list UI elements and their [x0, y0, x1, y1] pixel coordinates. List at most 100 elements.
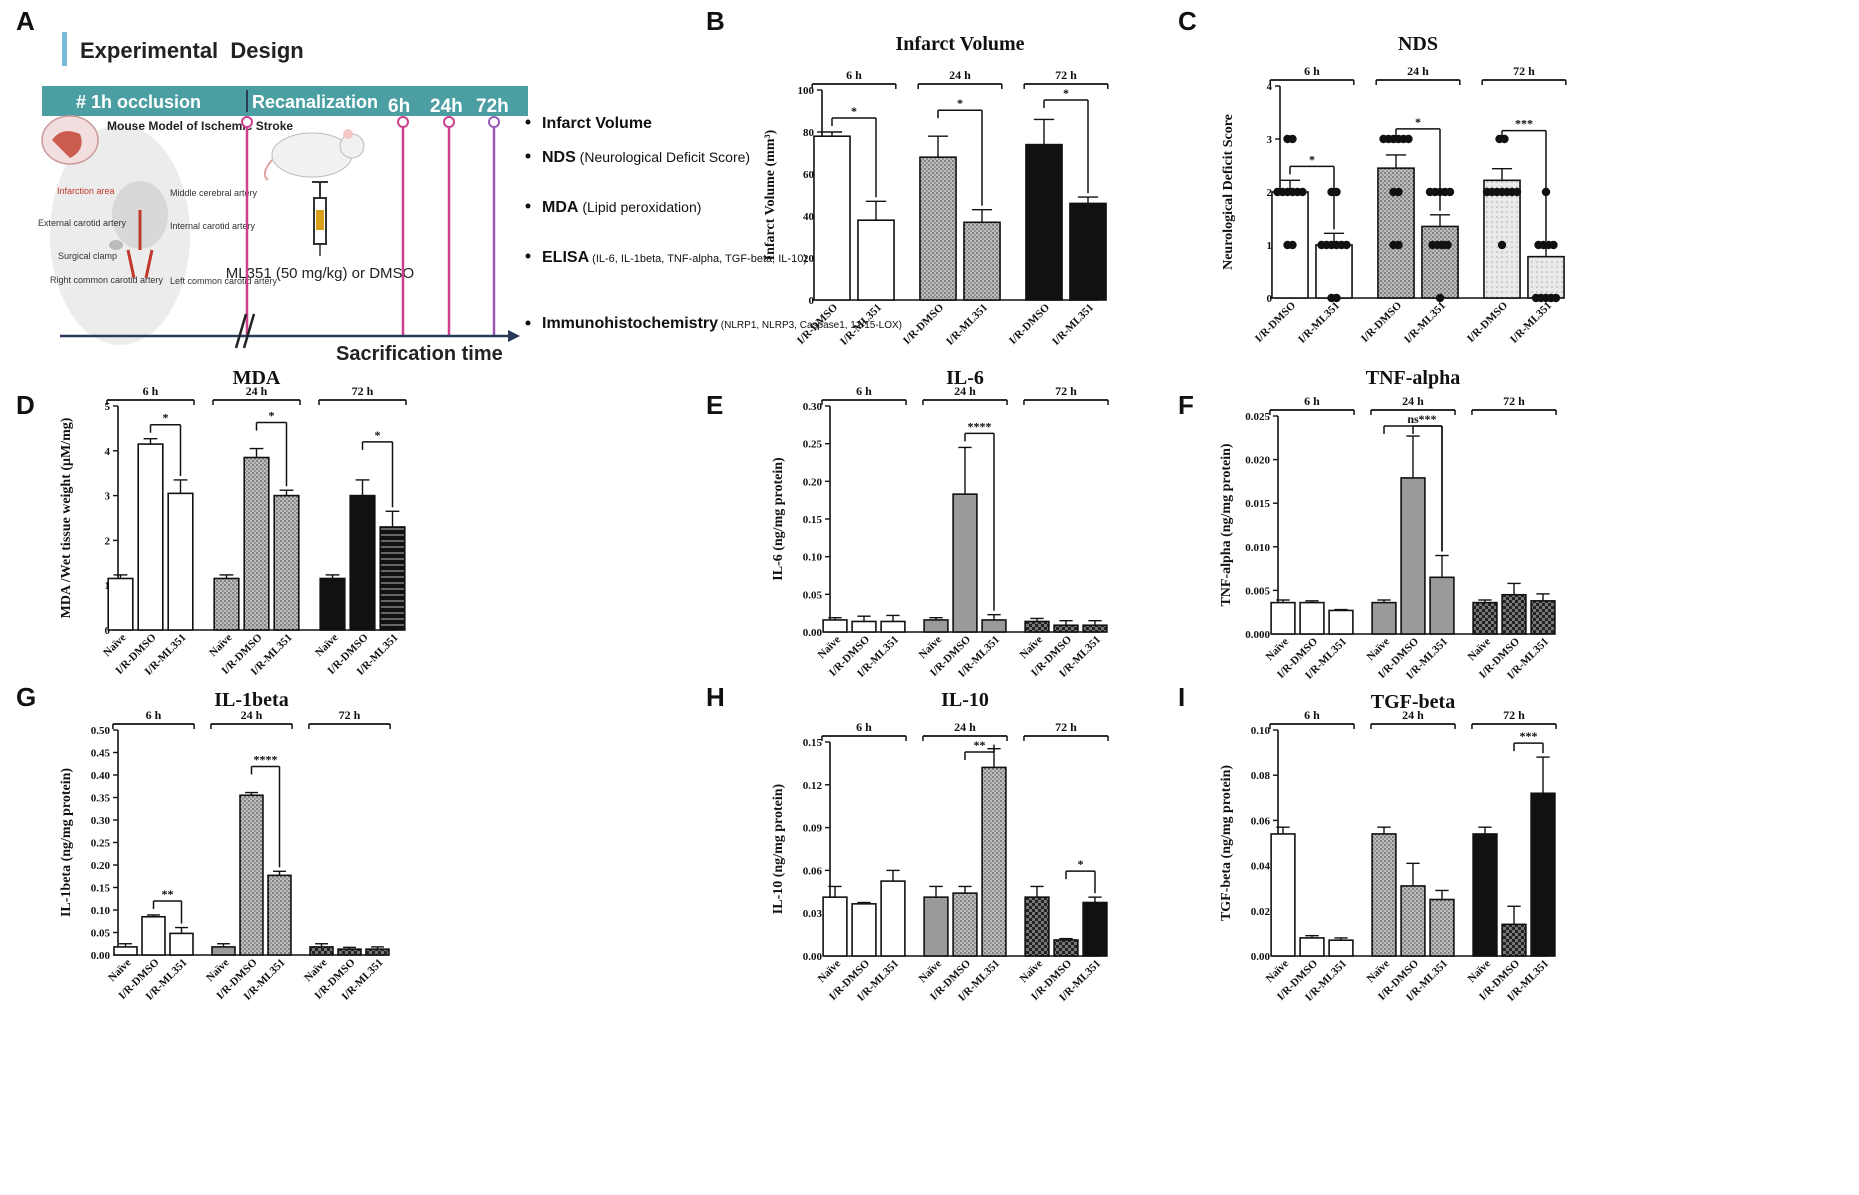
group-label: 6 h: [856, 720, 872, 734]
bar: [1328, 609, 1354, 635]
panel-letter-b: B: [706, 6, 725, 36]
y-tick-label: 0.00: [803, 627, 823, 639]
bar: [1271, 191, 1309, 299]
sig-label: *: [957, 96, 963, 110]
y-axis-label: IL-1beta (ng/mg protein): [59, 768, 74, 917]
y-tick-label: 0.025: [1245, 411, 1270, 423]
outcomes-list: Infarct Volume NDS (Neurological Deficit…: [525, 115, 902, 332]
bar: [981, 619, 1007, 633]
bar: [952, 892, 978, 957]
outcome-nds: NDS (Neurological Deficit Score): [542, 149, 750, 166]
panel-letter-i: I: [1178, 682, 1185, 712]
bar: [1025, 143, 1063, 301]
chart-title: TNF-alpha: [1366, 367, 1460, 389]
y-tick-label: 0.04: [1251, 861, 1271, 873]
sig-label: *: [851, 104, 857, 118]
y-axis-label: IL-10 (ng/mg protein): [771, 783, 786, 914]
chart-title: TGF-beta: [1371, 691, 1455, 713]
y-tick-label: 2: [105, 535, 111, 547]
panel-letter-h: H: [706, 682, 725, 712]
bar: [1429, 898, 1455, 957]
y-axis-label: MDA /Wet tissue weight (μM/mg): [59, 417, 74, 618]
group-label: 6 h: [1304, 708, 1320, 722]
y-tick-label: 0.10: [91, 905, 111, 917]
panel-letter-a: A: [16, 6, 35, 36]
bar: [952, 493, 978, 633]
y-tick-label: 0.10: [1251, 725, 1271, 737]
y-tick-label: 0.020: [1245, 455, 1270, 467]
chart-h: IL-10 0.00 0.03 0.06 0.09 0.12 0.15 IL-10 (ng/m…: [771, 689, 1109, 1004]
bar: [1472, 833, 1498, 957]
bar: [211, 946, 236, 956]
anatomy-right-common: Right common carotid artery: [50, 275, 164, 285]
data-point: [1435, 293, 1445, 303]
sig-label: ***: [1515, 117, 1533, 131]
bar: [107, 577, 134, 631]
sig-label: ***: [1419, 412, 1437, 426]
y-tick-label: 0.12: [803, 780, 823, 792]
bar: [239, 794, 264, 956]
x-tick-label: I/R-DMSO: [1007, 301, 1053, 347]
bar: [1270, 601, 1296, 635]
bar: [1400, 477, 1426, 635]
bar: [857, 219, 895, 301]
bar: [349, 494, 376, 631]
group-label: 6 h: [1304, 64, 1320, 78]
bar: [923, 896, 949, 957]
y-tick-label: 80: [803, 127, 815, 139]
panel-letter-g: G: [16, 682, 36, 712]
bar: [137, 443, 164, 631]
y-tick-label: 3: [105, 491, 111, 503]
bar: [1429, 576, 1455, 635]
bar: [1053, 939, 1079, 957]
bar: [309, 946, 334, 956]
bar: [1501, 923, 1527, 957]
drug-text: ML351 (50 mg/kg) or DMSO: [226, 265, 414, 282]
bar: [1299, 937, 1325, 957]
bar: [1069, 202, 1107, 301]
chart-b: Infarct Volume 0 20 40 60 80 100 Infarct Volume…: [763, 33, 1109, 348]
group-label: 6 h: [146, 708, 162, 722]
panel-letter-e: E: [706, 390, 723, 420]
bar: [963, 221, 1001, 301]
y-tick-label: 2: [1267, 187, 1273, 199]
y-tick-label: 1: [1267, 240, 1273, 252]
y-tick-label: 0.02: [1251, 906, 1271, 918]
group-label: 72 h: [1513, 64, 1535, 78]
y-tick-label: 0.25: [803, 439, 823, 451]
y-tick-label: 0.05: [803, 589, 823, 601]
chart-d: MDA 0 1 2 3 4 5 MDA /Wet tissue weight (μM/mg) 6…: [59, 367, 407, 678]
x-tick-label: I/R-ML351: [1508, 300, 1554, 346]
y-tick-label: 0.45: [91, 748, 111, 760]
data-point: [1394, 187, 1403, 197]
bar: [267, 874, 292, 956]
anatomy-mca: Middle cerebral artery: [170, 188, 258, 198]
occlusion-label: # 1h occlusion: [76, 92, 201, 112]
x-tick-label: I/R-DMSO: [901, 301, 947, 347]
panel-letter-f: F: [1178, 390, 1194, 420]
rat-illustration: [263, 129, 365, 181]
x-tick-label: I/R-ML351: [944, 302, 990, 348]
bar: [169, 932, 194, 956]
y-axis-label: Neurological Deficit Score: [1221, 114, 1236, 270]
y-tick-label: 0.40: [91, 770, 111, 782]
x-tick-label: I/R-DMSO: [1465, 299, 1511, 345]
mouse-model-text: Mouse Model of Ischemic Stroke: [107, 119, 293, 133]
bar: [981, 766, 1007, 957]
bar: [379, 526, 406, 631]
y-tick-label: 0.00: [803, 951, 823, 963]
data-point: [1551, 293, 1561, 303]
group-label: 24 h: [954, 384, 976, 398]
bar: [1530, 792, 1556, 957]
data-point: [1298, 187, 1307, 197]
bar: [851, 620, 877, 633]
bar: [213, 577, 240, 631]
group-label: 24 h: [1402, 708, 1424, 722]
bar: [319, 577, 346, 631]
group-label: 6 h: [143, 384, 159, 398]
bar: [822, 619, 848, 633]
y-axis-label: Infarct Volume (mm³): [763, 129, 778, 260]
sig-label: ****: [968, 419, 992, 433]
sig-label: *: [1309, 152, 1315, 166]
group-label: 72 h: [1055, 68, 1077, 82]
